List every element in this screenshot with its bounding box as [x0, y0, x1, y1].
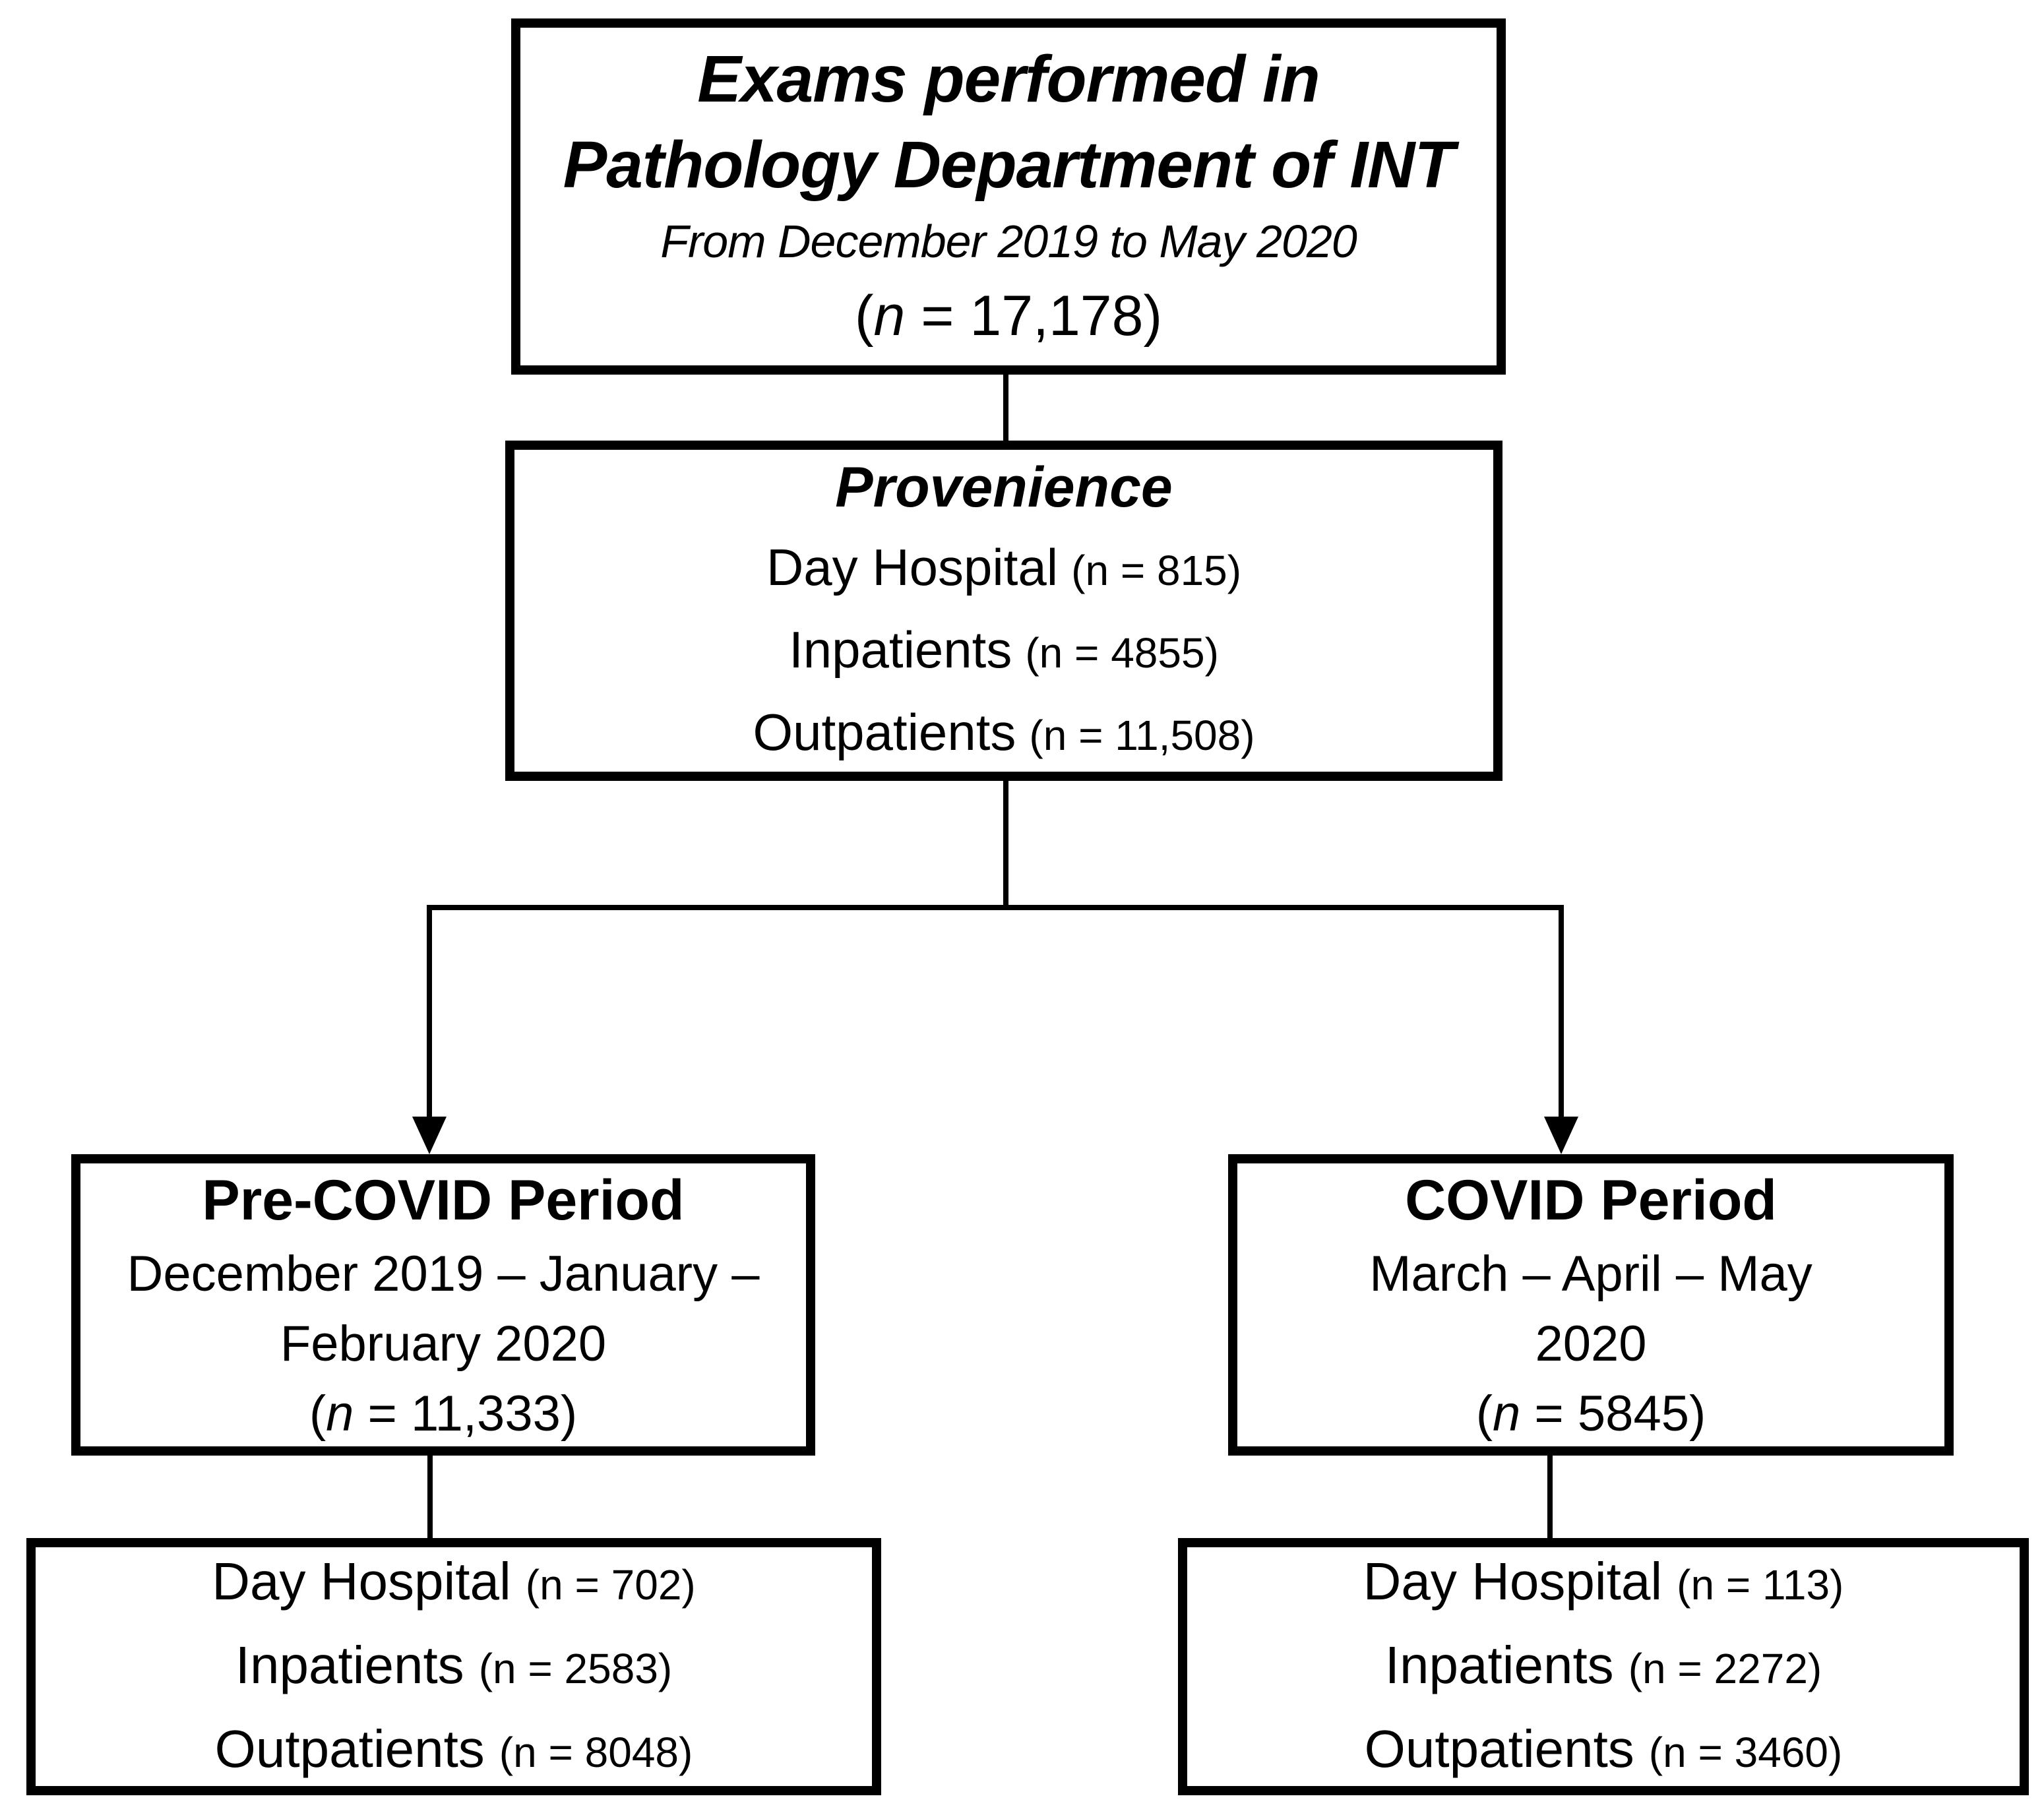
row-count: (n = 815): [1071, 546, 1242, 594]
row-count: (n = 3460): [1648, 1728, 1843, 1776]
row-label: Outpatients: [1364, 1719, 1634, 1778]
pre-covid-detail-row-day-hospital: Day Hospital (n = 702): [212, 1541, 695, 1625]
provenience-title: Provenience: [835, 455, 1173, 519]
pre-covid-period-line1: December 2019 – January –: [127, 1245, 760, 1302]
row-count: (n = 11,508): [1029, 711, 1255, 759]
pre-covid-n-count: (n = 11,333): [309, 1379, 577, 1449]
covid-period-line2: 2020: [1535, 1315, 1647, 1372]
arrowhead-right-icon: [1544, 1117, 1578, 1154]
connector-exams-to-provenience: [1003, 371, 1008, 443]
row-label: Outpatients: [214, 1719, 485, 1778]
branch-right-vertical-line: [1559, 905, 1564, 1118]
row-label: Inpatients: [1384, 1635, 1614, 1694]
arrowhead-left-icon: [412, 1117, 447, 1154]
row-label: Inpatients: [789, 620, 1012, 679]
exams-title-line2: Pathology Department of INT: [563, 128, 1455, 202]
connector-pre-covid-to-detail: [427, 1452, 433, 1539]
provenience-row-outpatients: Outpatients (n = 11,508): [753, 693, 1254, 775]
row-count: (n = 702): [525, 1560, 696, 1609]
exams-title-line1: Exams performed in: [697, 42, 1320, 116]
covid-period-line1: March – April – May: [1369, 1245, 1812, 1302]
n-open: (: [309, 1385, 326, 1442]
connector-covid-to-detail: [1547, 1452, 1553, 1539]
pre-covid-title: Pre-COVID Period: [202, 1168, 685, 1232]
n-var: n: [873, 284, 906, 348]
branch-left-vertical-line: [427, 905, 432, 1118]
row-label: Outpatients: [753, 702, 1016, 761]
covid-n-count: (n = 5845): [1476, 1379, 1706, 1449]
n-open: (: [1475, 1385, 1493, 1442]
pre-covid-period-box: Pre-COVID Period December 2019 – January…: [71, 1154, 815, 1456]
row-count: (n = 8048): [499, 1728, 693, 1776]
covid-title: COVID Period: [1405, 1168, 1777, 1232]
exams-performed-box: Exams performed in Pathology Department …: [511, 18, 1506, 375]
covid-detail-row-inpatients: Inpatients (n = 2272): [1385, 1625, 1822, 1709]
pre-covid-period-line2: February 2020: [280, 1315, 607, 1372]
n-rest: = 17,178): [905, 284, 1163, 348]
row-label: Inpatients: [235, 1635, 464, 1694]
row-count: (n = 113): [1677, 1560, 1844, 1609]
row-count: (n = 4855): [1025, 629, 1219, 677]
n-var: n: [326, 1385, 354, 1442]
pre-covid-detail-box: Day Hospital (n = 702) Inpatients (n = 258…: [26, 1538, 881, 1795]
exams-subtitle: From December 2019 to May 2020: [660, 216, 1357, 267]
provenience-row-inpatients: Inpatients (n = 4855): [789, 610, 1219, 693]
n-rest: = 5845): [1520, 1385, 1706, 1442]
branch-split-horizontal-line: [427, 905, 1564, 910]
connector-provenience-to-split: [1003, 777, 1008, 908]
row-label: Day Hospital: [212, 1551, 511, 1611]
row-label: Day Hospital: [1363, 1551, 1663, 1611]
covid-detail-row-day-hospital: Day Hospital (n = 113): [1363, 1541, 1844, 1625]
pre-covid-detail-row-inpatients: Inpatients (n = 2583): [235, 1625, 672, 1709]
covid-detail-box: Day Hospital (n = 113) Inpatients (n = 227…: [1178, 1538, 2029, 1795]
exams-n-count: (n = 17,178): [855, 275, 1162, 357]
row-count: (n = 2272): [1628, 1644, 1822, 1692]
provenience-row-day-hospital: Day Hospital (n = 815): [766, 528, 1241, 610]
covid-detail-row-outpatients: Outpatients (n = 3460): [1365, 1709, 1843, 1793]
pre-covid-detail-row-outpatients: Outpatients (n = 8048): [215, 1709, 693, 1793]
provenience-box: Provenience Day Hospital (n = 815) Inpati…: [505, 441, 1502, 781]
n-var: n: [1493, 1385, 1521, 1442]
n-rest: = 11,333): [354, 1385, 578, 1442]
row-label: Day Hospital: [766, 538, 1059, 596]
row-count: (n = 2583): [478, 1644, 673, 1692]
n-open: (: [854, 284, 874, 348]
covid-period-box: COVID Period March – April – May 2020 (n…: [1228, 1154, 1954, 1456]
